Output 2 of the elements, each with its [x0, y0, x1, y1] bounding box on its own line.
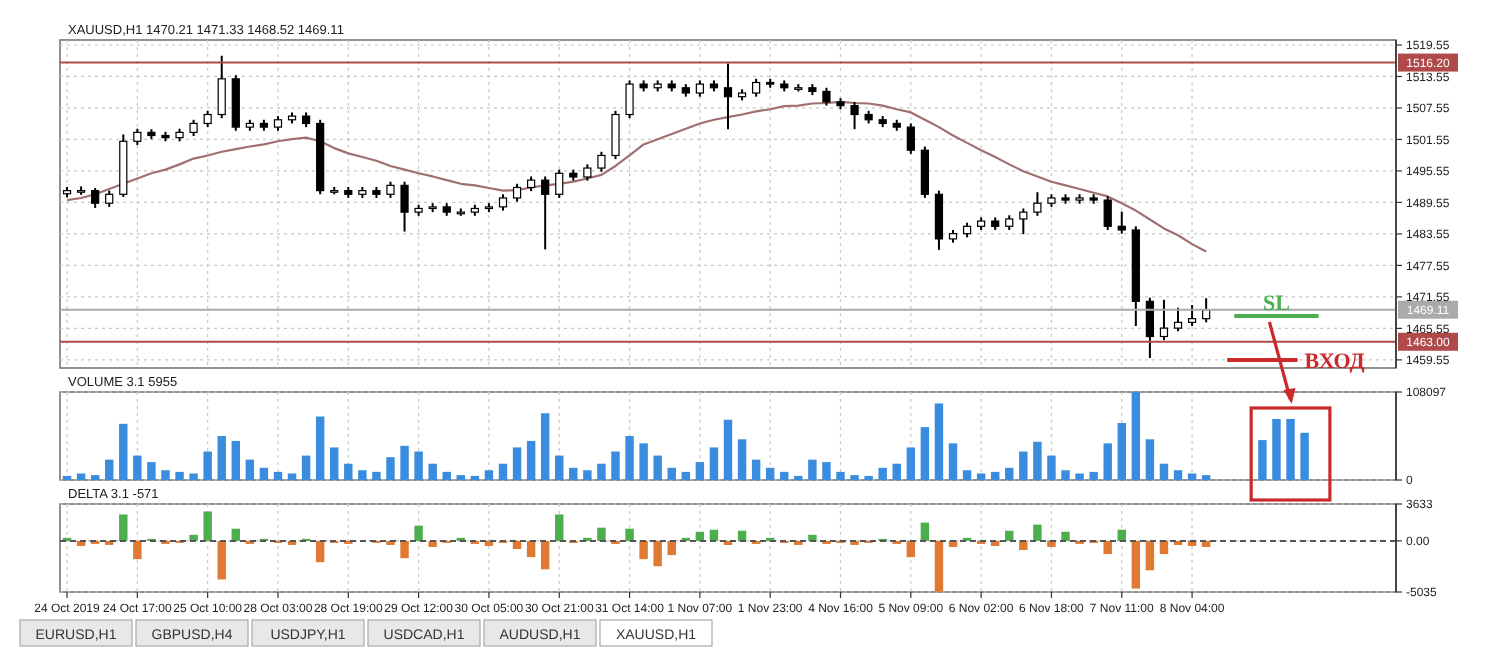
annotation: ВХОД — [1304, 350, 1366, 374]
annotation: SL — [1262, 292, 1290, 316]
